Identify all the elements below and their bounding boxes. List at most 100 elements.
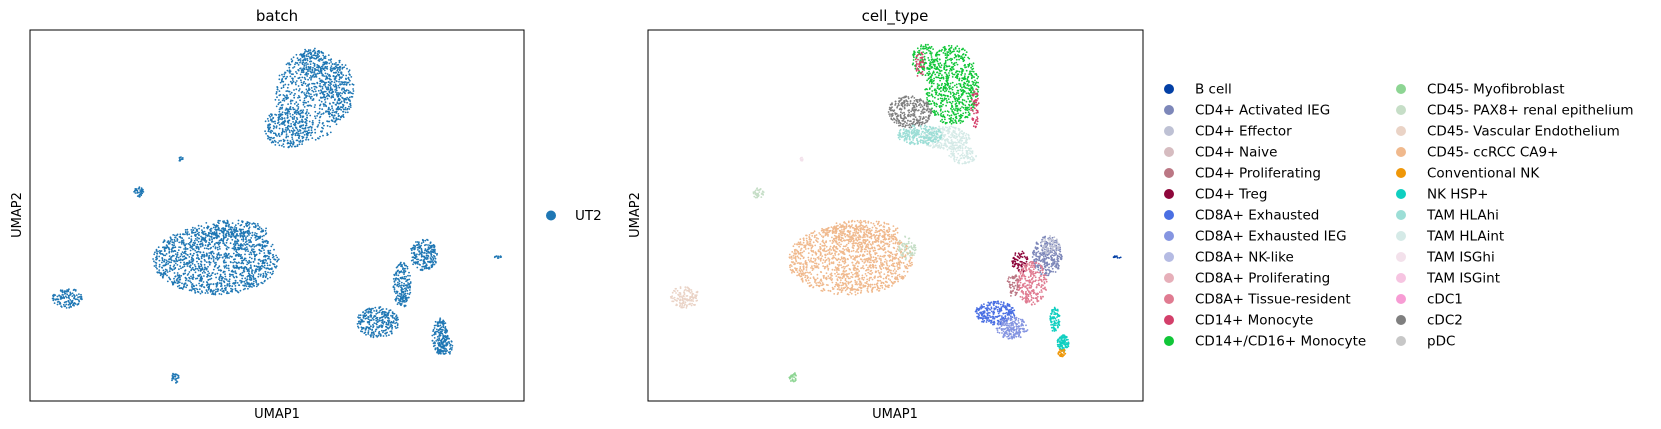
scatter-point	[330, 69, 332, 72]
scatter-point	[346, 101, 348, 104]
scatter-point	[852, 258, 855, 261]
scatter-point	[218, 256, 221, 259]
scatter-point	[314, 47, 316, 50]
scatter-point	[309, 66, 312, 68]
scatter-point	[215, 288, 217, 291]
scatter-point	[139, 191, 141, 194]
scatter-point	[201, 231, 203, 234]
scatter-point	[156, 252, 158, 255]
scatter-point	[290, 58, 293, 60]
scatter-point	[188, 260, 191, 262]
scatter-point	[331, 111, 334, 114]
scatter-point	[304, 62, 306, 65]
scatter-point	[284, 71, 287, 74]
scatter-point	[254, 236, 257, 239]
scatter-point	[259, 250, 262, 252]
scatter-point	[303, 92, 305, 94]
scatter-point	[205, 284, 208, 287]
scatter-point	[402, 270, 405, 272]
scatter-point	[838, 244, 840, 247]
y-axis-label-batch: UMAP2	[10, 192, 25, 238]
scatter-point	[801, 277, 804, 280]
scatter-point	[235, 264, 238, 267]
scatter-point	[178, 284, 181, 287]
scatter-point	[337, 106, 340, 108]
scatter-point	[801, 251, 804, 254]
scatter-point	[223, 287, 226, 290]
scatter-point	[206, 275, 208, 278]
scatter-point	[316, 115, 318, 117]
scatter-point	[74, 289, 77, 291]
scatter-point	[343, 91, 346, 94]
scatter-point	[157, 246, 160, 249]
scatter-point	[243, 284, 246, 287]
scatter-point	[424, 249, 426, 252]
scatter-point	[160, 272, 162, 274]
scatter-point	[397, 281, 399, 284]
scatter-point	[326, 77, 329, 80]
scatter-point	[861, 248, 864, 251]
scatter-point	[196, 254, 199, 256]
scatter-point	[211, 255, 214, 257]
scatter-point	[219, 269, 222, 271]
scatter-point	[875, 229, 877, 232]
scatter-point	[239, 244, 242, 247]
scatter-point	[383, 310, 385, 313]
scatter-point	[239, 235, 242, 238]
scatter-point	[243, 270, 246, 273]
scatter-point	[190, 240, 192, 243]
scatter-point	[195, 277, 197, 280]
scatter-point	[340, 73, 343, 75]
scatter-point	[286, 75, 288, 78]
scatter-point	[370, 316, 372, 318]
scatter-point	[254, 270, 257, 273]
scatter-point	[172, 265, 175, 268]
scatter-point	[400, 297, 402, 299]
scatter-point	[788, 253, 791, 256]
scatter-point	[370, 331, 373, 334]
scatter-point	[322, 96, 324, 99]
scatter-point	[255, 232, 258, 235]
scatter-point	[282, 143, 285, 146]
scatter-point	[334, 91, 337, 93]
scatter-point	[320, 90, 323, 92]
scatter-point	[443, 347, 445, 350]
scatter-point	[181, 158, 184, 161]
scatter-point	[437, 329, 440, 332]
scatter-point	[308, 120, 311, 123]
scatter-point	[858, 270, 860, 272]
scatter-point	[168, 276, 170, 279]
scatter-point	[184, 233, 186, 236]
scatter-point	[305, 137, 308, 139]
scatter-point	[241, 257, 244, 260]
scatter-point	[320, 50, 323, 53]
scatter-point	[322, 63, 324, 66]
scatter-point	[328, 90, 331, 93]
scatter-point	[281, 73, 283, 76]
scatter-point	[303, 76, 306, 79]
scatter-point	[284, 119, 286, 122]
scatter-point	[387, 322, 390, 325]
scatter-point	[890, 264, 893, 267]
scatter-point	[217, 257, 220, 260]
scatter-point	[304, 112, 307, 115]
scatter-point	[297, 132, 300, 135]
scatter-point	[312, 50, 314, 53]
scatter-point	[249, 264, 252, 267]
scatter-point	[335, 104, 338, 106]
scatter-point	[244, 247, 247, 250]
scatter-point	[285, 127, 287, 129]
scatter-point	[179, 246, 182, 249]
scatter-point	[877, 254, 879, 257]
scatter-point	[292, 141, 295, 144]
scatter-point	[153, 260, 155, 263]
scatter-point	[294, 132, 297, 135]
scatter-point	[810, 257, 813, 260]
scatter-point	[321, 67, 324, 70]
scatter-point	[209, 261, 212, 264]
scatter-point	[218, 293, 221, 295]
scatter-point	[825, 266, 827, 268]
scatter-point	[299, 114, 302, 117]
scatter-point	[845, 243, 848, 246]
